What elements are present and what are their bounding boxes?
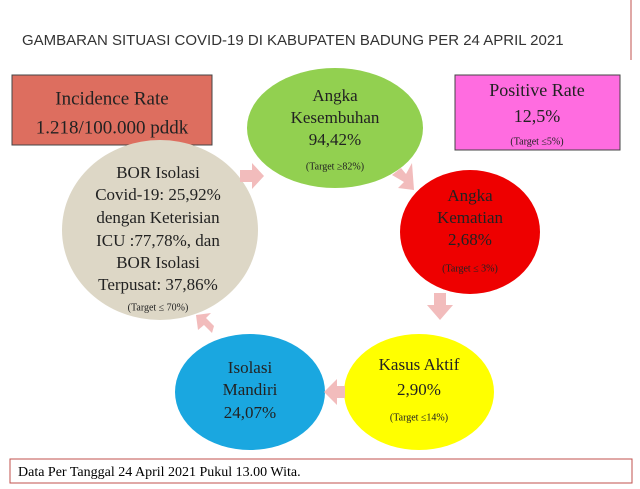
incidence-box [11,74,213,146]
node-text: Mandiri [223,380,278,399]
positive-box [454,74,621,151]
arrow [324,379,345,405]
node-text: Kasus Aktif [379,355,460,374]
footer-box [9,458,633,484]
node-text: 94,42% [309,130,361,149]
node-text: Angka [447,186,493,205]
node-text: dengan Keterisian [96,208,220,227]
node-text: 12,5% [514,106,561,126]
node-text: Incidence Rate [55,88,168,109]
node-text: Kematian [437,208,504,227]
node-text: 1.218/100.000 pddk [36,117,189,138]
isolation-ellipse [175,334,325,450]
footer: Data Per Tanggal 24 April 2021 Pukul 13.… [18,465,301,480]
node-text: 2,90% [397,380,441,399]
node-text: ICU :77,78%, dan [96,231,220,250]
node-text: Terpusat: 37,86% [98,275,218,294]
node-text: BOR Isolasi [116,163,200,182]
arrow [240,163,264,189]
node-text: Kesembuhan [291,108,380,127]
node-text: 2,68% [448,230,492,249]
node-text: Isolasi [228,358,273,377]
recovery-ellipse [247,68,423,188]
node-text: Covid-19: 25,92% [95,185,221,204]
node-text: BOR Isolasi [116,253,200,272]
arrow [392,163,414,190]
arrow [196,313,214,333]
node-text: 24,07% [224,403,276,422]
death-ellipse [400,170,540,294]
node-target: (Target ≤14%) [390,412,448,423]
node-target: (Target ≤ 70%) [128,302,189,313]
node-text: Positive Rate [489,80,585,100]
bor-ellipse [62,140,258,320]
arrows [196,163,453,405]
node-target: (Target ≤5%) [510,136,563,147]
node-target: (Target ≤ 3%) [442,263,498,274]
active-ellipse [344,334,494,450]
node-target: (Target ≥82%) [306,161,364,172]
node-text: Angka [312,86,358,105]
title: GAMBARAN SITUASI COVID-19 DI KABUPATEN B… [22,32,564,49]
arrow [427,293,453,320]
